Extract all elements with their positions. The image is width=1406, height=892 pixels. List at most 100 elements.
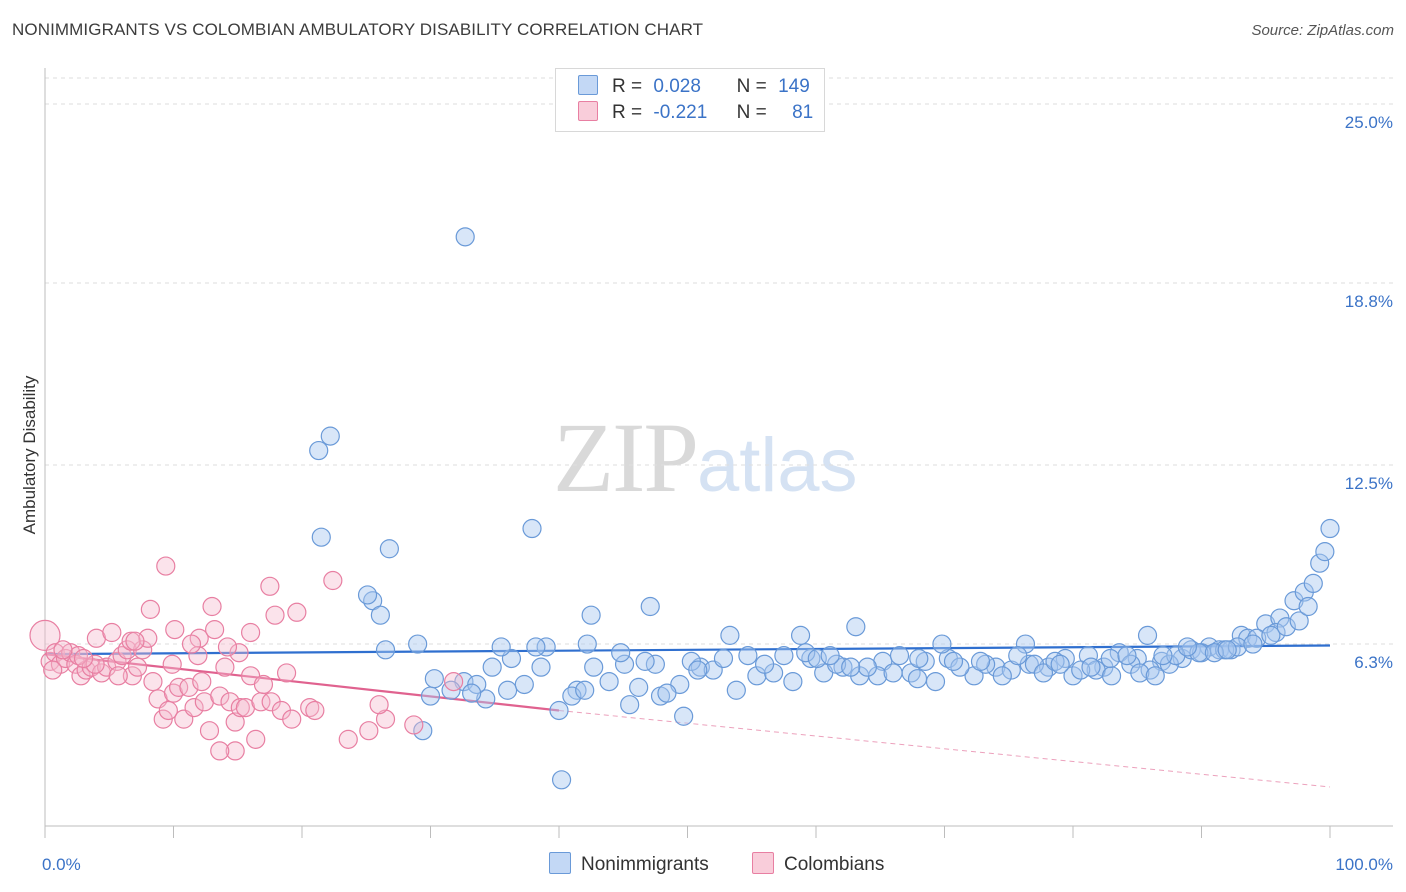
legend-label-colombians: Colombians	[784, 854, 885, 875]
legend-swatch-blue	[578, 75, 598, 95]
colombians-point	[210, 686, 230, 706]
colombians-point	[169, 677, 189, 697]
nonimmigrants-point	[1320, 518, 1340, 539]
nonimmigrants-point	[531, 657, 551, 677]
legend-item-nonimmigrants: Nonimmigrants	[549, 852, 709, 876]
nonimmigrants-point	[674, 706, 694, 726]
y-tick-label: 18.8%	[1345, 292, 1393, 311]
colombians-point	[260, 576, 280, 596]
colombians-point	[181, 634, 202, 654]
colombians-point	[323, 570, 343, 591]
colombians-point	[85, 654, 105, 674]
nonimmigrants-point	[577, 634, 597, 654]
nonimmigrants-point	[1266, 622, 1286, 643]
colombians-point	[246, 729, 266, 749]
watermark-zip: ZIP	[553, 402, 699, 513]
legend-r-value: -0.221	[653, 102, 708, 123]
legend-row-nonimmigrants: R = 0.028 N = 149	[578, 75, 810, 101]
nonimmigrants-point	[408, 634, 428, 654]
nonimmigrants-point	[575, 680, 595, 700]
nonimmigrants-point	[883, 663, 903, 683]
colombians-point	[265, 605, 285, 625]
colombians-point	[143, 671, 163, 692]
colombians-point	[282, 709, 302, 729]
nonimmigrants-point	[846, 617, 866, 637]
colombians-trend-extension	[558, 709, 1331, 788]
nonimmigrants-point	[657, 683, 677, 703]
colombians-point	[108, 666, 128, 686]
nonimmigrants-point	[640, 596, 660, 617]
nonimmigrants-point	[1101, 666, 1122, 686]
correlation-legend: R = 0.028 N = 149 R = -0.221 N = 81	[555, 68, 825, 132]
nonimmigrants-point	[536, 637, 556, 657]
nonimmigrants-point	[976, 654, 996, 674]
watermark: ZIPatlas	[553, 400, 858, 515]
colombians-point	[338, 729, 358, 749]
colombians-point	[225, 741, 245, 761]
colombians-point	[156, 556, 176, 576]
colombians-point	[165, 620, 185, 640]
nonimmigrants-point	[522, 518, 542, 539]
nonimmigrants-point	[1289, 611, 1309, 631]
nonimmigrants-point	[1137, 625, 1158, 645]
nonimmigrants-point	[1261, 625, 1281, 645]
legend-r-label: R =	[612, 76, 643, 97]
x-tick-label: 100.0%	[1335, 855, 1393, 874]
nonimmigrants-point	[320, 426, 340, 446]
nonimmigrants-point	[1008, 646, 1028, 666]
nonimmigrants-point	[357, 585, 378, 605]
trend-lines	[44, 644, 1331, 788]
nonimmigrants-point	[379, 539, 399, 559]
nonimmigrants-point	[783, 671, 803, 692]
colombians-point	[29, 619, 61, 651]
nonimmigrants-point	[581, 605, 601, 625]
colombians-point	[444, 671, 464, 692]
nonimmigrants-point	[943, 651, 964, 671]
colombians-point	[205, 620, 225, 640]
colombians-point	[102, 622, 122, 643]
nonimmigrants-point	[476, 689, 496, 709]
nonimmigrants-point	[909, 648, 929, 669]
nonimmigrants-point	[549, 700, 569, 721]
colombians-point	[253, 674, 274, 695]
nonimmigrants-point	[1303, 573, 1323, 594]
nonimmigrants-point	[841, 657, 861, 677]
nonimmigrants-point	[584, 657, 604, 677]
nonimmigrants-point	[1081, 657, 1101, 677]
colombians-point	[162, 654, 182, 674]
nonimmigrants-point	[1117, 646, 1137, 666]
nonimmigrants-point	[889, 646, 910, 666]
y-tick-label: 6.3%	[1354, 653, 1393, 672]
nonimmigrants-point	[820, 646, 840, 666]
nonimmigrants-point	[1177, 637, 1197, 657]
nonimmigrants-point	[738, 646, 758, 666]
colombians-point	[199, 721, 220, 741]
colombians-point	[359, 721, 379, 741]
nonimmigrants-point	[1033, 663, 1054, 683]
colombians-point	[188, 646, 208, 666]
colombians-point	[73, 648, 94, 669]
nonimmigrants-point	[754, 654, 775, 674]
colombians-point	[43, 660, 63, 680]
y-tick-label: 25.0%	[1345, 113, 1393, 132]
nonimmigrants-point	[424, 669, 444, 689]
nonimmigrants-point	[1130, 663, 1150, 683]
nonimmigrants-point	[907, 669, 928, 689]
legend-r-value: 0.028	[653, 76, 701, 97]
colombians-point	[53, 640, 73, 660]
nonimmigrants-point	[629, 677, 649, 697]
colombians-point	[217, 637, 238, 657]
nonimmigrants-point	[857, 657, 878, 677]
colombians-point	[192, 671, 212, 692]
nonimmigrants-point	[726, 680, 746, 700]
gridlines	[45, 77, 1393, 645]
colombians-point	[230, 697, 250, 718]
nonimmigrants-point	[455, 227, 475, 247]
colombians-point	[225, 712, 245, 732]
nonimmigrants-point	[747, 666, 767, 686]
chart-title: NONIMMIGRANTS VS COLOMBIAN AMBULATORY DI…	[12, 20, 704, 39]
colombians-trend-line	[44, 653, 560, 712]
colombians-point	[300, 697, 320, 718]
data-points	[29, 227, 1340, 790]
